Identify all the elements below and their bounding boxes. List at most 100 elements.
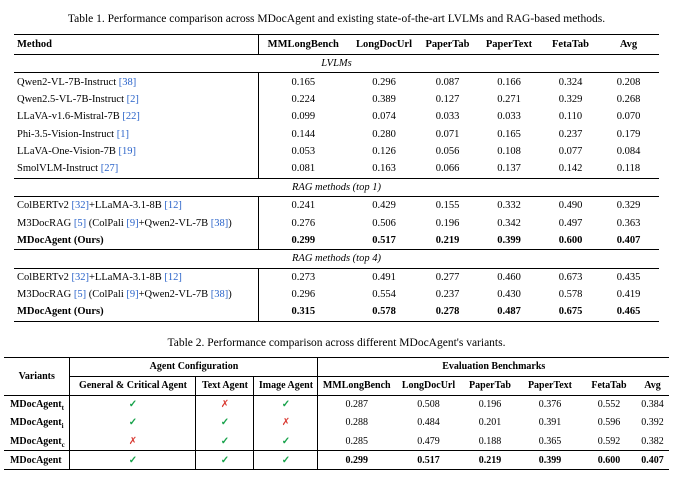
citation-link[interactable]: [27] xyxy=(100,163,119,175)
column-header: FetaTab xyxy=(543,34,598,55)
metric-value: 0.324 xyxy=(558,76,583,88)
citation-link[interactable]: [2] xyxy=(126,93,139,105)
citation-link[interactable]: [12] xyxy=(164,271,182,283)
table2-subheader-row: General & Critical Agent Text Agent Image … xyxy=(4,376,670,396)
metric-value: 0.508 xyxy=(417,399,440,411)
metric-value: 0.099 xyxy=(257,108,348,126)
metric-value: 0.506 xyxy=(372,217,396,229)
metric-value: 0.399 xyxy=(497,234,521,246)
metric-value: 0.407 xyxy=(635,450,670,470)
metric-value: 0.384 xyxy=(641,399,664,411)
table-row: MDocAgent ✓ ✓ ✓ 0.299 0.517 0.219 0.399 0.600 0.4… xyxy=(3,450,670,470)
metric-value: 0.491 xyxy=(372,271,396,283)
citation-link[interactable]: [1] xyxy=(116,128,129,140)
metric-value: 0.276 xyxy=(257,214,348,232)
citation-link[interactable]: [38] xyxy=(118,76,137,88)
metric-value: 0.484 xyxy=(417,417,440,429)
method-cell: Qwen2-VL-7B-Instruct [38] xyxy=(14,73,258,91)
metric-value: 0.399 xyxy=(517,450,582,470)
citation-link[interactable]: [32] xyxy=(71,271,90,283)
metric-value: 0.419 xyxy=(616,289,641,301)
metric-value: 0.126 xyxy=(372,146,396,158)
check-icon: ✓ xyxy=(128,399,138,411)
citation-link[interactable]: [38] xyxy=(210,289,229,301)
check-icon: ✓ xyxy=(128,417,138,429)
config-cell: ✗ xyxy=(195,395,254,414)
metric-value: 0.196 xyxy=(478,399,502,411)
citation-link[interactable]: [22] xyxy=(122,111,140,123)
config-cell: ✓ xyxy=(195,413,254,432)
metric-value: 0.487 xyxy=(497,306,521,318)
method-name: ) xyxy=(228,289,232,301)
metric-value: 0.363 xyxy=(616,217,641,229)
config-cell: ✓ xyxy=(253,450,318,470)
sub-column-header: Avg xyxy=(635,376,670,396)
method-name: M3DocRAG xyxy=(17,217,74,229)
metric-value: 0.600 xyxy=(581,450,636,470)
variant-name: MDocAgentt xyxy=(9,399,64,413)
sub-column-header: Image Agent xyxy=(253,376,318,396)
variant-name: MDocAgenti xyxy=(9,417,64,431)
metric-value: 0.517 xyxy=(372,234,396,246)
check-icon: ✓ xyxy=(128,454,138,466)
metric-value: 0.081 xyxy=(257,160,348,179)
metric-value: 0.179 xyxy=(616,128,641,140)
config-cell: ✓ xyxy=(195,432,254,451)
metric-value: 0.165 xyxy=(257,72,348,91)
metric-value: 0.391 xyxy=(538,417,562,429)
method-cell: ColBERTv2 [32]+LLaMA-3.1-8B [12] xyxy=(14,197,258,215)
method-name: +Qwen2-VL-7B xyxy=(138,217,211,229)
metric-value: 0.600 xyxy=(558,234,583,246)
table-row: ColBERTv2 [32]+LLaMA-3.1-8B [12] 0.273 0.4… xyxy=(14,268,659,286)
citation-link[interactable]: [32] xyxy=(71,200,90,212)
citation-link[interactable]: [12] xyxy=(164,200,182,212)
table-row: MDocAgentc ✗ ✓ ✓ 0.285 0.479 0.188 0.365 0.592 0.… xyxy=(4,432,669,451)
metric-value: 0.288 xyxy=(317,413,395,432)
metric-value: 0.188 xyxy=(478,435,502,447)
metric-value: 0.033 xyxy=(435,111,460,123)
method-cell: SmolVLM-Instruct [27] xyxy=(14,160,258,178)
metric-value: 0.127 xyxy=(435,93,460,105)
config-cell: ✓ xyxy=(195,450,254,470)
method-cell: MDocAgent (Ours) xyxy=(14,303,258,321)
metric-value: 0.110 xyxy=(558,111,583,123)
metric-value: 0.084 xyxy=(616,146,641,158)
metric-value: 0.435 xyxy=(616,271,641,283)
metric-value: 0.479 xyxy=(417,435,440,447)
metric-value: 0.087 xyxy=(435,76,460,88)
metric-value: 0.552 xyxy=(597,399,621,411)
citation-link[interactable]: [19] xyxy=(118,146,137,158)
table-row: MDocAgent (Ours) 0.315 0.578 0.278 0.487 0.67… xyxy=(14,303,659,322)
column-header: MMLongBench xyxy=(257,34,348,55)
metric-value: 0.278 xyxy=(435,306,460,318)
metric-value: 0.315 xyxy=(257,303,348,322)
metric-value: 0.241 xyxy=(257,196,348,215)
sub-column-header: Text Agent xyxy=(195,376,254,396)
table-row: MDocAgentt ✓ ✗ ✓ 0.287 0.508 0.196 0.376 0.552 0.… xyxy=(4,395,669,414)
metric-value: 0.066 xyxy=(435,163,460,175)
citation-link[interactable]: [5] xyxy=(73,289,87,301)
metric-value: 0.219 xyxy=(435,234,460,246)
citation-link[interactable]: [9] xyxy=(126,217,139,229)
citation-link[interactable]: [5] xyxy=(73,217,87,229)
method-name: SmolVLM-Instruct xyxy=(17,163,101,175)
table-row: LLaVA-One-Vision-7B [19] 0.053 0.126 0.056 0… xyxy=(14,142,659,161)
metric-value: 0.053 xyxy=(257,142,348,161)
method-name: ) xyxy=(228,217,232,229)
citation-link[interactable]: [9] xyxy=(126,289,139,301)
table-row: Qwen2-VL-7B-Instruct [38] 0.165 0.296 0.087… xyxy=(14,72,659,91)
metric-value: 0.273 xyxy=(257,268,348,286)
citation-link[interactable]: [38] xyxy=(210,217,229,229)
metric-value: 0.332 xyxy=(497,200,521,212)
method-cell: LLaVA-v1.6-Mistral-7B [22] xyxy=(14,108,258,125)
metric-value: 0.517 xyxy=(394,450,462,470)
sub-column-header: PaperText xyxy=(517,376,582,396)
cross-icon: ✗ xyxy=(281,417,291,429)
metric-value: 0.163 xyxy=(372,163,396,175)
paper-page: Table 1. Performance comparison across M… xyxy=(3,13,670,471)
table1-caption: Table 1. Performance comparison across M… xyxy=(67,13,606,25)
method-name: M3DocRAG xyxy=(17,289,74,301)
sub-column-header: General & Critical Agent xyxy=(69,376,196,396)
method-cell: LLaVA-One-Vision-7B [19] xyxy=(14,143,258,160)
metric-value: 0.490 xyxy=(558,200,583,212)
